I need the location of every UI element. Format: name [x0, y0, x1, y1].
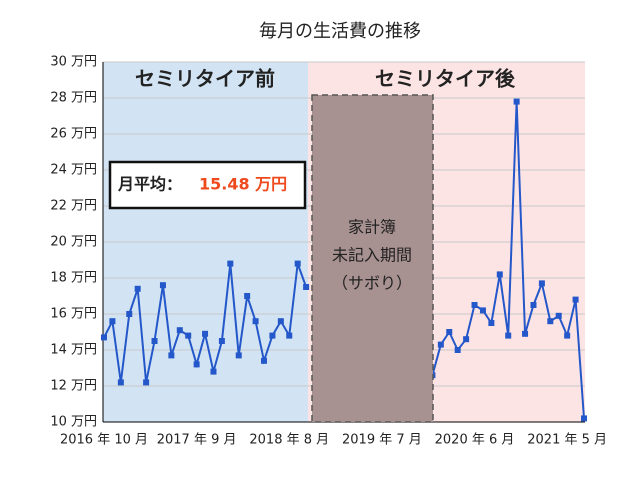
- data-point: [185, 332, 192, 339]
- data-point: [159, 282, 166, 289]
- data-point: [202, 330, 209, 337]
- data-point: [513, 98, 520, 105]
- data-point: [522, 330, 529, 337]
- y-tick-label: 18 万円: [50, 271, 97, 286]
- data-point: [496, 271, 503, 278]
- data-point: [555, 312, 562, 319]
- gap-note: （サボり）: [332, 274, 412, 293]
- gap-note: 家計簿: [348, 218, 396, 237]
- data-point: [488, 320, 495, 326]
- data-point: [218, 338, 225, 344]
- y-tick-label: 20 万円: [50, 235, 97, 250]
- data-point: [151, 338, 158, 344]
- data-point: [252, 318, 259, 325]
- gap-note: 未記入期間: [332, 246, 412, 265]
- data-point: [286, 332, 293, 339]
- data-point: [454, 347, 461, 353]
- x-tick-label: 2018 年 8 月: [249, 433, 329, 448]
- data-point: [168, 352, 175, 359]
- data-point: [269, 332, 276, 339]
- data-point: [117, 379, 124, 386]
- x-tick-label: 2017 年 9 月: [157, 433, 237, 448]
- data-point: [547, 318, 554, 325]
- data-point: [134, 285, 141, 292]
- data-point: [479, 307, 486, 314]
- average-value: 15.48 万円: [199, 175, 287, 194]
- x-tick-label: 2016 年 10 月: [60, 433, 148, 448]
- data-point: [235, 352, 242, 359]
- average-box: [108, 160, 307, 210]
- data-point: [564, 332, 571, 339]
- data-point: [176, 327, 183, 334]
- data-point: [303, 284, 310, 290]
- average-label: 月平均：: [117, 175, 182, 194]
- data-point: [505, 332, 512, 339]
- data-point: [437, 341, 444, 348]
- x-tick-label: 2019 年 7 月: [342, 433, 422, 448]
- data-point: [294, 260, 301, 267]
- data-point: [193, 361, 200, 368]
- x-tick-label: 2021 年 5 月: [527, 433, 607, 448]
- data-point: [538, 280, 545, 287]
- y-tick-label: 10 万円: [50, 415, 97, 430]
- data-point: [109, 318, 116, 325]
- y-tick-label: 14 万円: [50, 343, 97, 358]
- after-label: セミリタイア後: [375, 67, 516, 91]
- y-tick-label: 30 万円: [50, 55, 97, 70]
- y-tick-label: 22 万円: [50, 199, 97, 214]
- y-tick-label: 24 万円: [50, 163, 97, 178]
- data-point: [471, 302, 478, 308]
- y-tick-label: 16 万円: [50, 307, 97, 322]
- data-point: [143, 379, 150, 386]
- data-point: [463, 336, 470, 343]
- data-point: [446, 329, 453, 335]
- data-point: [101, 334, 107, 341]
- y-tick-label: 12 万円: [50, 379, 97, 394]
- x-tick-label: 2020 年 6 月: [435, 433, 515, 448]
- data-point: [210, 368, 217, 375]
- data-point: [581, 415, 587, 422]
- chart-title: 毎月の生活費の推移: [259, 21, 421, 42]
- data-point: [261, 357, 267, 364]
- data-point: [227, 260, 234, 267]
- before-label: セミリタイア前: [135, 67, 275, 91]
- y-tick-label: 28 万円: [50, 91, 97, 106]
- data-point: [572, 296, 579, 303]
- data-point: [126, 311, 133, 317]
- data-point: [244, 293, 251, 299]
- gap-box: [311, 94, 434, 423]
- data-point: [530, 302, 537, 308]
- y-tick-label: 26 万円: [50, 127, 97, 142]
- data-point: [277, 318, 284, 325]
